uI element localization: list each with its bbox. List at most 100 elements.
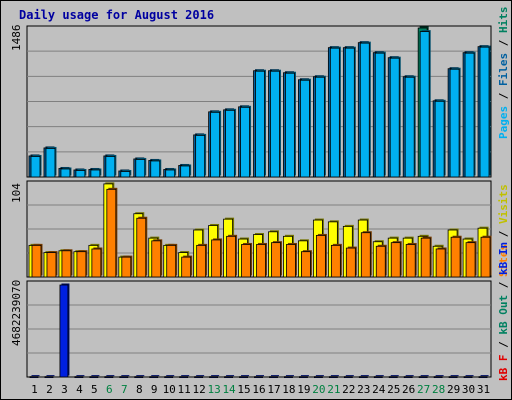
x-tick-label-day-24: 24 [372, 383, 386, 396]
x-tick-label-day-16: 16 [252, 383, 265, 396]
kbin-bar-day-3 [59, 284, 69, 378]
kbin-bar-day-20 [313, 376, 323, 379]
kbin-bar-day-11-shadow [181, 375, 190, 377]
pages-bar-day-3 [60, 168, 71, 178]
x-tick-label-day-8: 8 [136, 383, 143, 396]
pages-bar-day-14 [225, 109, 235, 178]
pages-bar-day-24 [374, 52, 385, 178]
kbin-bar-day-28-shadow [435, 375, 444, 377]
x-tick-label-day-12: 12 [193, 383, 206, 396]
sites-bar-day-7 [121, 256, 132, 278]
kbin-bar-day-10 [164, 376, 174, 379]
pages-bar-day-6 [105, 156, 116, 178]
sites-bar-day-11 [181, 256, 192, 278]
x-tick-label-day-11: 11 [178, 383, 191, 396]
kbin-bar-day-24-shadow [375, 375, 384, 377]
sites-bar-day-27 [420, 237, 431, 278]
kbin-bar-day-6 [104, 376, 114, 379]
kbin-bar-day-21-shadow [330, 375, 339, 377]
x-tick-label-day-31: 31 [477, 383, 490, 396]
kbin-bar-day-22 [343, 376, 353, 379]
pages-bar-day-30 [464, 52, 475, 178]
kbin-bar-day-15 [239, 376, 248, 379]
x-tick-label-day-1: 1 [31, 383, 38, 396]
kbin-bar-day-15-shadow [241, 375, 250, 377]
sites-bar-day-25 [390, 242, 401, 278]
pages-bar-day-13 [210, 111, 221, 178]
sites-bar-day-17 [271, 242, 281, 278]
sites-bar-day-30 [465, 242, 476, 278]
pages-bar-day-17 [270, 70, 280, 178]
sites-bar-day-10 [166, 244, 177, 278]
kbin-bar-day-18-shadow [285, 375, 294, 377]
x-tick-label-day-29: 29 [447, 383, 460, 396]
kbin-bar-day-9-shadow [151, 375, 160, 377]
pages-bar-day-15 [240, 106, 250, 178]
kbin-bar-day-17-shadow [270, 375, 279, 377]
kbin-bar-day-17 [269, 376, 278, 379]
kbin-bar-day-4-shadow [76, 375, 85, 377]
x-tick-label-day-30: 30 [462, 383, 475, 396]
kbin-bar-day-20-shadow [315, 375, 324, 377]
kbin-bar-day-7-shadow [121, 375, 130, 377]
sites-bar-day-31 [480, 236, 491, 278]
pages-bar-day-8 [135, 159, 146, 178]
sites-bar-day-22 [345, 247, 356, 278]
kbin-bar-day-25 [388, 376, 398, 379]
kbin-bar-day-14-shadow [226, 375, 235, 377]
x-tick-label-day-28: 28 [432, 383, 445, 396]
kbin-bar-day-19 [299, 376, 308, 379]
pages-bar-day-28 [434, 100, 445, 178]
pages-bar-day-11 [180, 165, 191, 178]
chart-title: Daily usage for August 2016 [19, 8, 215, 22]
kbin-bar-day-7 [119, 376, 129, 379]
sites-bar-day-28 [435, 248, 446, 278]
kbin-bar-day-13 [209, 376, 219, 379]
x-tick-label-day-15: 15 [237, 383, 250, 396]
x-tick-label-day-4: 4 [76, 383, 83, 396]
sites-bar-day-12 [196, 244, 207, 278]
x-tick-label-day-14: 14 [222, 383, 236, 396]
sites-bar-day-8 [136, 217, 147, 278]
pages-bar-day-4 [75, 170, 86, 178]
kbin-bar-day-9 [149, 376, 159, 379]
sites-bar-day-4 [76, 251, 87, 278]
kbin-bar-day-28 [433, 376, 443, 379]
x-tick-label-day-6: 6 [106, 383, 113, 396]
x-tick-label-day-27: 27 [417, 383, 430, 396]
kbin-bar-day-1-shadow [31, 375, 40, 377]
x-tick-label-day-19: 19 [297, 383, 310, 396]
x-tick-label-day-21: 21 [327, 383, 340, 396]
kbin-bar-day-31-shadow [480, 375, 489, 377]
kbin-bar-day-24 [373, 376, 383, 379]
pages-bar-day-21 [329, 47, 340, 178]
kbin-bar-day-31 [478, 376, 488, 379]
kbin-bar-day-26 [403, 376, 413, 379]
sites-bar-day-29 [450, 236, 461, 278]
x-tick-label-day-5: 5 [91, 383, 98, 396]
sites-bar-day-1 [31, 244, 42, 278]
sites-bar-day-13 [211, 239, 222, 278]
pages-bar-day-12 [195, 134, 206, 178]
kbin-bar-day-1 [29, 376, 39, 379]
kbin-bar-day-10-shadow [166, 375, 175, 377]
sites-bar-day-19 [301, 251, 311, 278]
sites-bar-day-21 [330, 244, 341, 278]
kbin-bar-day-18 [284, 376, 293, 379]
kbin-bar-day-12-shadow [196, 375, 205, 377]
kbin-bar-day-14 [224, 376, 233, 379]
kbin-bar-day-19-shadow [300, 375, 309, 377]
kbin-bar-day-25-shadow [390, 375, 399, 377]
sites-bar-day-9 [151, 240, 162, 278]
x-tick-label-day-25: 25 [387, 383, 400, 396]
pages-bar-day-19 [300, 79, 310, 178]
x-tick-label-day-13: 13 [207, 383, 220, 396]
sites-bar-day-6 [106, 188, 117, 278]
kbin-bar-day-23-shadow [360, 375, 369, 377]
pages-bar-day-9 [150, 160, 161, 178]
sites-bar-day-14 [226, 235, 236, 278]
pages-bar-day-1 [30, 156, 41, 178]
kbin-bar-day-16 [254, 376, 263, 379]
kbin-bar-day-22-shadow [345, 375, 354, 377]
